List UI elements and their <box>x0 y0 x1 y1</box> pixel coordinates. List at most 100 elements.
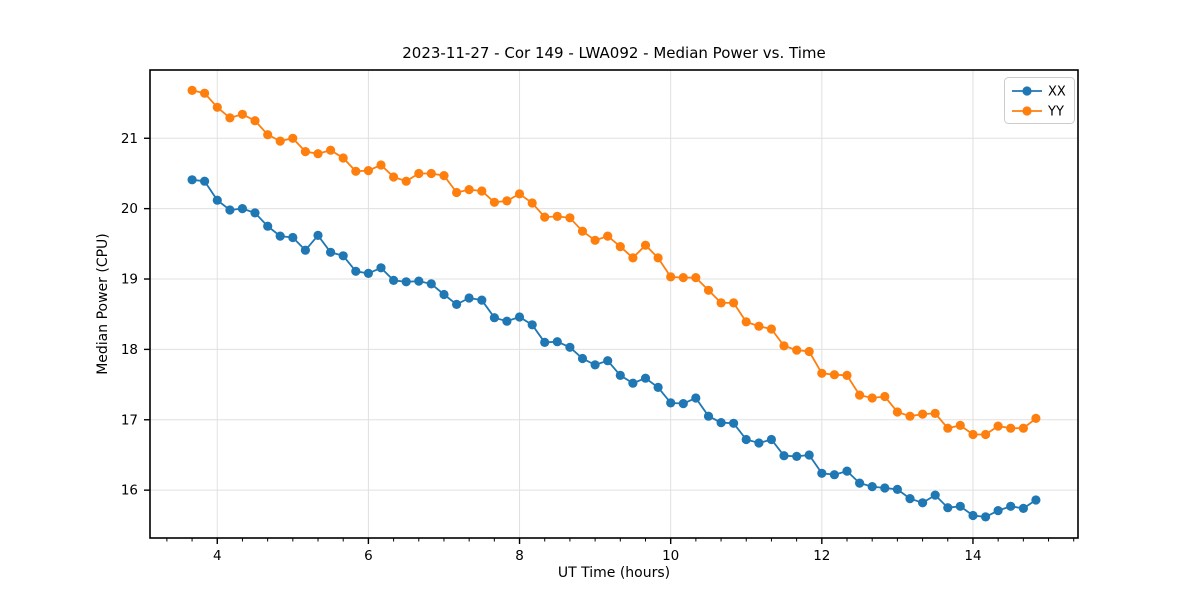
data-point-xx <box>955 501 965 511</box>
x-tick-label: 10 <box>662 548 679 564</box>
data-point-yy <box>766 324 777 334</box>
data-point-xx <box>250 208 260 218</box>
data-point-yy <box>615 242 625 252</box>
data-point-yy <box>1031 413 1041 423</box>
data-point-xx <box>577 353 588 364</box>
data-point-xx <box>703 411 714 421</box>
data-point-xx <box>640 373 651 383</box>
data-point-xx <box>590 360 600 370</box>
data-point-xx <box>200 176 210 186</box>
data-point-xx <box>615 370 625 380</box>
y-tick-label: 20 <box>121 201 138 217</box>
x-tick-label: 8 <box>515 548 524 564</box>
data-point-yy <box>666 272 676 282</box>
data-point-xx <box>842 466 852 476</box>
data-point-xx <box>338 251 348 261</box>
data-point-xx <box>540 337 550 347</box>
data-point-xx <box>628 378 638 388</box>
data-point-yy <box>338 153 348 163</box>
x-axis-label: UT Time (hours) <box>558 565 670 581</box>
data-point-yy <box>918 409 928 419</box>
data-point-xx <box>527 320 537 330</box>
data-point-xx <box>993 506 1003 516</box>
data-point-yy <box>729 298 739 308</box>
data-point-xx <box>943 503 953 513</box>
data-point-xx <box>565 342 575 352</box>
data-point-yy <box>263 130 273 140</box>
y-tick-label: 16 <box>121 483 138 499</box>
x-tick-label: 12 <box>813 548 830 564</box>
data-point-xx <box>678 399 688 409</box>
axes-layer: 4 6 8 10 12 14 16 17 18 19 20 21 <box>121 69 1079 564</box>
data-point-yy <box>552 211 562 221</box>
data-point-yy <box>981 429 991 440</box>
data-point-xx <box>867 482 877 492</box>
data-point-xx <box>880 483 890 493</box>
data-point-yy <box>250 116 260 126</box>
y-tick-label: 21 <box>121 131 138 147</box>
data-point-xx <box>666 398 676 408</box>
data-point-xx <box>918 498 928 508</box>
data-point-xx <box>829 470 840 480</box>
data-point-xx <box>1031 495 1041 505</box>
data-point-yy <box>565 213 575 223</box>
grid-layer <box>150 70 1078 538</box>
data-point-yy <box>389 172 399 182</box>
data-point-xx <box>313 230 323 240</box>
data-point-yy <box>1018 423 1028 433</box>
data-point-yy <box>905 411 915 421</box>
legend-marker-xx <box>1022 86 1032 96</box>
data-point-yy <box>502 196 512 206</box>
chart-title: 2023-11-27 - Cor 149 - LWA092 - Median P… <box>402 44 826 62</box>
data-point-yy <box>930 408 940 418</box>
data-point-xx <box>363 268 373 278</box>
data-point-xx <box>817 468 827 478</box>
x-tick-label: 6 <box>364 548 373 564</box>
data-point-xx <box>489 313 499 323</box>
data-point-yy <box>237 109 247 119</box>
data-point-xx <box>792 451 802 461</box>
data-point-yy <box>225 113 235 123</box>
data-point-yy <box>968 429 978 440</box>
data-point-yy <box>691 273 701 283</box>
data-point-xx <box>1018 503 1028 513</box>
data-point-xx <box>741 434 751 445</box>
data-point-yy <box>804 346 814 357</box>
legend: XX YY <box>1004 77 1075 124</box>
data-point-yy <box>514 189 525 199</box>
data-point-yy <box>452 187 462 198</box>
data-point-yy <box>326 145 336 155</box>
data-point-yy <box>477 186 487 196</box>
data-point-xx <box>351 266 361 276</box>
data-point-xx <box>452 299 462 309</box>
data-point-yy <box>892 407 903 417</box>
data-point-yy <box>754 321 764 331</box>
data-point-yy <box>439 171 449 181</box>
data-point-xx <box>855 478 865 488</box>
data-point-xx <box>779 451 789 461</box>
x-tick-label: 14 <box>964 548 981 564</box>
data-point-yy <box>842 370 852 380</box>
data-point-yy <box>603 231 613 241</box>
data-point-xx <box>414 276 424 286</box>
data-point-xx <box>275 231 285 241</box>
data-point-yy <box>741 317 751 327</box>
data-point-yy <box>628 253 638 263</box>
data-point-yy <box>464 185 474 195</box>
data-point-xx <box>237 204 247 214</box>
data-point-yy <box>300 147 310 157</box>
data-point-xx <box>300 245 310 255</box>
legend-box <box>1004 77 1075 124</box>
data-point-xx <box>1006 501 1016 511</box>
data-point-yy <box>363 166 373 176</box>
data-point-yy <box>351 166 361 176</box>
data-point-yy <box>817 368 827 378</box>
data-point-xx <box>716 418 726 428</box>
data-point-xx <box>892 484 903 494</box>
data-point-xx <box>477 295 487 305</box>
data-point-yy <box>1006 423 1016 433</box>
data-point-yy <box>426 168 436 179</box>
data-point-yy <box>678 273 688 283</box>
